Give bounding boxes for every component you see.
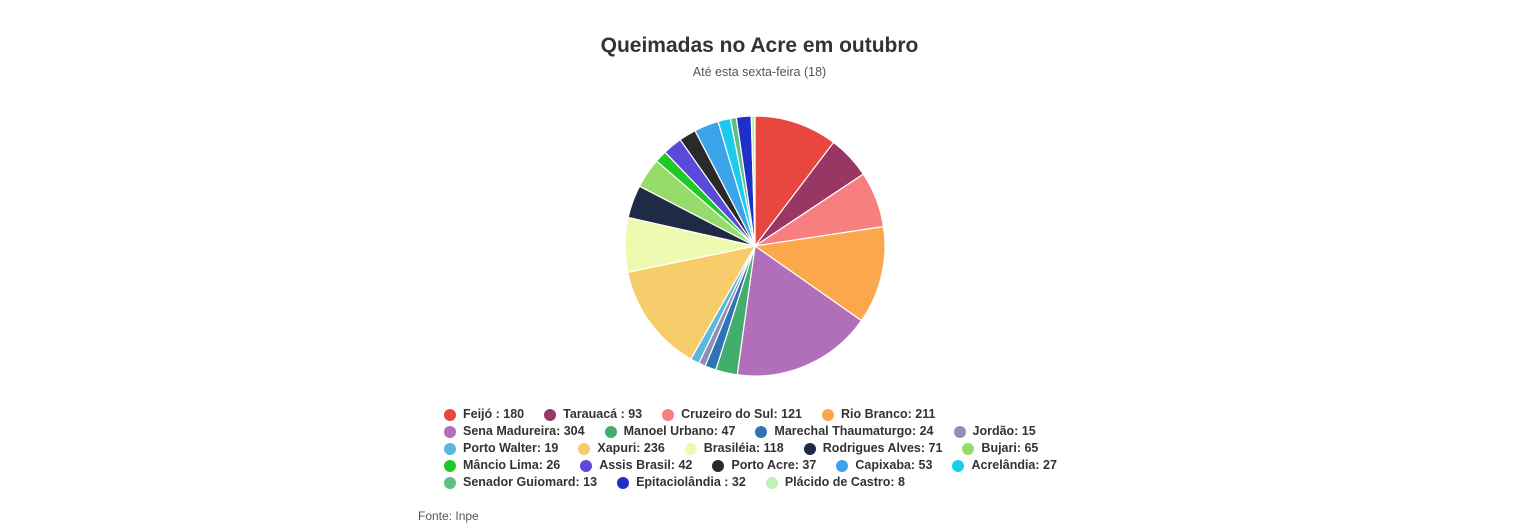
- pie-slice-9[interactable]: [626, 245, 757, 360]
- legend-label-7: Jordão: 15: [972, 424, 1036, 438]
- legend-swatch-14: [580, 459, 593, 472]
- legend-swatch-12: [962, 442, 975, 455]
- legend-label-14: Assis Brasil: 42: [599, 458, 693, 472]
- legend-swatch-3: [821, 408, 834, 421]
- pie-slice-3[interactable]: [753, 225, 886, 322]
- legend-item-19[interactable]: Epitaciolândia : 32: [617, 474, 746, 491]
- pie-chart: [624, 115, 886, 377]
- legend-swatch-10: [684, 442, 697, 455]
- legend-item-5[interactable]: Manoel Urbano: 47: [604, 423, 736, 440]
- legend-label-19: Epitaciolândia : 32: [636, 475, 746, 489]
- legend-item-9[interactable]: Xapuri: 236: [578, 440, 665, 457]
- legend-label-0: Feijó : 180: [463, 407, 525, 421]
- legend-swatch-15: [712, 459, 725, 472]
- legend-label-4: Sena Madureira: 304: [463, 424, 585, 438]
- legend-item-14[interactable]: Assis Brasil: 42: [580, 457, 692, 474]
- legend-item-0[interactable]: Feijó : 180: [444, 406, 524, 423]
- legend-label-18: Senador Guiomard: 13: [463, 475, 598, 489]
- legend-item-2[interactable]: Cruzeiro do Sul: 121: [662, 406, 802, 423]
- pie-slice-4[interactable]: [736, 244, 863, 377]
- legend-label-10: Brasiléia: 118: [703, 441, 784, 455]
- legend-item-17[interactable]: Acrelândia: 27: [952, 457, 1057, 474]
- legend-item-1[interactable]: Tarauacá : 93: [544, 406, 642, 423]
- legend-swatch-1: [544, 408, 557, 421]
- legend-swatch-20: [765, 476, 778, 489]
- legend-item-4[interactable]: Sena Madureira: 304: [444, 423, 585, 440]
- legend-item-16[interactable]: Capixaba: 53: [836, 457, 932, 474]
- legend-swatch-6: [755, 425, 768, 438]
- legend-swatch-2: [662, 408, 675, 421]
- pie-slice-0[interactable]: [754, 115, 835, 248]
- legend-swatch-9: [578, 442, 591, 455]
- legend-label-17: Acrelândia: 27: [971, 458, 1057, 472]
- legend-label-11: Rodrigues Alves: 71: [822, 441, 943, 455]
- legend-label-3: Rio Branco: 211: [840, 407, 936, 421]
- legend-item-7[interactable]: Jordão: 15: [953, 423, 1036, 440]
- legend-label-15: Porto Acre: 37: [731, 458, 817, 472]
- legend-item-11[interactable]: Rodrigues Alves: 71: [803, 440, 943, 457]
- legend-item-3[interactable]: Rio Branco: 211: [821, 406, 936, 423]
- legend-item-15[interactable]: Porto Acre: 37: [712, 457, 816, 474]
- legend-label-16: Capixaba: 53: [855, 458, 933, 472]
- pie-slice-20[interactable]: [750, 115, 756, 247]
- legend-label-20: Plácido de Castro: 8: [784, 475, 906, 489]
- legend-item-18[interactable]: Senador Guiomard: 13: [444, 474, 597, 491]
- legend-item-10[interactable]: Brasiléia: 118: [684, 440, 784, 457]
- legend-label-2: Cruzeiro do Sul: 121: [681, 407, 802, 421]
- legend-item-13[interactable]: Mâncio Lima: 26: [444, 457, 560, 474]
- legend-item-6[interactable]: Marechal Thaumaturgo: 24: [755, 423, 934, 440]
- legend-item-8[interactable]: Porto Walter: 19: [444, 440, 558, 457]
- legend-label-8: Porto Walter: 19: [463, 441, 559, 455]
- legend-label-5: Manoel Urbano: 47: [623, 424, 736, 438]
- legend-label-13: Mâncio Lima: 26: [463, 458, 561, 472]
- legend-swatch-0: [444, 408, 456, 421]
- legend-label-1: Tarauacá : 93: [563, 407, 643, 421]
- legend-swatch-19: [617, 476, 630, 489]
- legend-item-12[interactable]: Bujari: 65: [962, 440, 1038, 457]
- legend-swatch-8: [444, 442, 456, 455]
- legend-swatch-16: [836, 459, 849, 472]
- legend-label-9: Xapuri: 236: [597, 441, 665, 455]
- legend-swatch-11: [803, 442, 816, 455]
- legend-swatch-18: [444, 476, 456, 489]
- chart-legend: Feijó : 180 Tarauacá : 93 Cruzeiro do Sul:…: [444, 406, 1104, 491]
- legend-swatch-17: [952, 459, 965, 472]
- legend-swatch-7: [953, 425, 966, 438]
- chart-subtitle: Até esta sexta-feira (18): [692, 65, 827, 79]
- legend-label-12: Bujari: 65: [981, 441, 1039, 455]
- legend-label-6: Marechal Thaumaturgo: 24: [774, 424, 934, 438]
- legend-swatch-5: [604, 425, 617, 438]
- source-note: Fonte: Inpe: [418, 509, 479, 523]
- legend-swatch-13: [444, 459, 456, 472]
- legend-item-20[interactable]: Plácido de Castro: 8: [765, 474, 906, 491]
- legend-swatch-4: [444, 425, 456, 438]
- chart-title: Queimadas no Acre em outubro: [600, 34, 919, 57]
